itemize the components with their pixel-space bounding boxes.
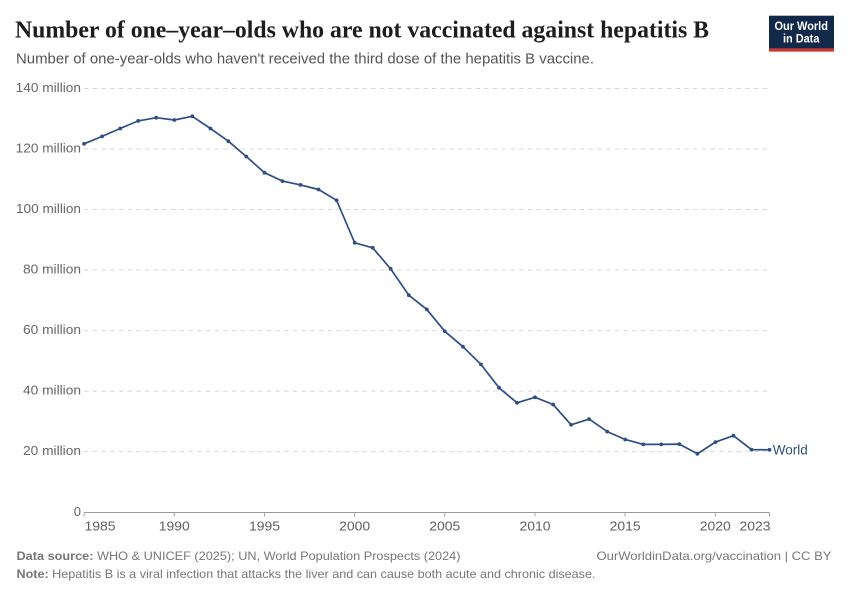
svg-text:80 million: 80 million <box>23 262 81 277</box>
svg-text:2010: 2010 <box>520 519 551 534</box>
svg-text:OurWorldinData.org/vaccination: OurWorldinData.org/vaccination | CC BY <box>597 549 832 563</box>
svg-text:World: World <box>773 443 808 458</box>
svg-text:2000: 2000 <box>339 519 370 534</box>
svg-text:Number of one–year–olds who ar: Number of one–year–olds who are not vacc… <box>15 17 709 44</box>
svg-text:2005: 2005 <box>429 519 460 534</box>
svg-text:60 million: 60 million <box>23 322 81 337</box>
svg-text:100 million: 100 million <box>16 201 81 216</box>
svg-text:1995: 1995 <box>249 519 280 534</box>
svg-text:in Data: in Data <box>783 31 820 45</box>
svg-text:1990: 1990 <box>159 519 190 534</box>
svg-text:Note: Hepatitis B is a viral i: Note: Hepatitis B is a viral infection t… <box>17 567 596 581</box>
svg-text:2023: 2023 <box>740 519 771 534</box>
svg-text:0: 0 <box>74 504 81 519</box>
svg-text:Data source: WHO & UNICEF (202: Data source: WHO & UNICEF (2025); UN, Wo… <box>17 549 461 563</box>
svg-text:2020: 2020 <box>700 519 731 534</box>
svg-text:140 million: 140 million <box>16 80 81 95</box>
svg-text:120 million: 120 million <box>16 141 81 156</box>
svg-text:Number of one-year-olds who ha: Number of one-year-olds who haven't rece… <box>16 51 594 67</box>
svg-text:20 million: 20 million <box>23 443 81 458</box>
svg-text:40 million: 40 million <box>23 383 81 398</box>
svg-text:2015: 2015 <box>610 519 641 534</box>
svg-text:Our World: Our World <box>774 19 828 33</box>
svg-text:1985: 1985 <box>85 519 116 534</box>
